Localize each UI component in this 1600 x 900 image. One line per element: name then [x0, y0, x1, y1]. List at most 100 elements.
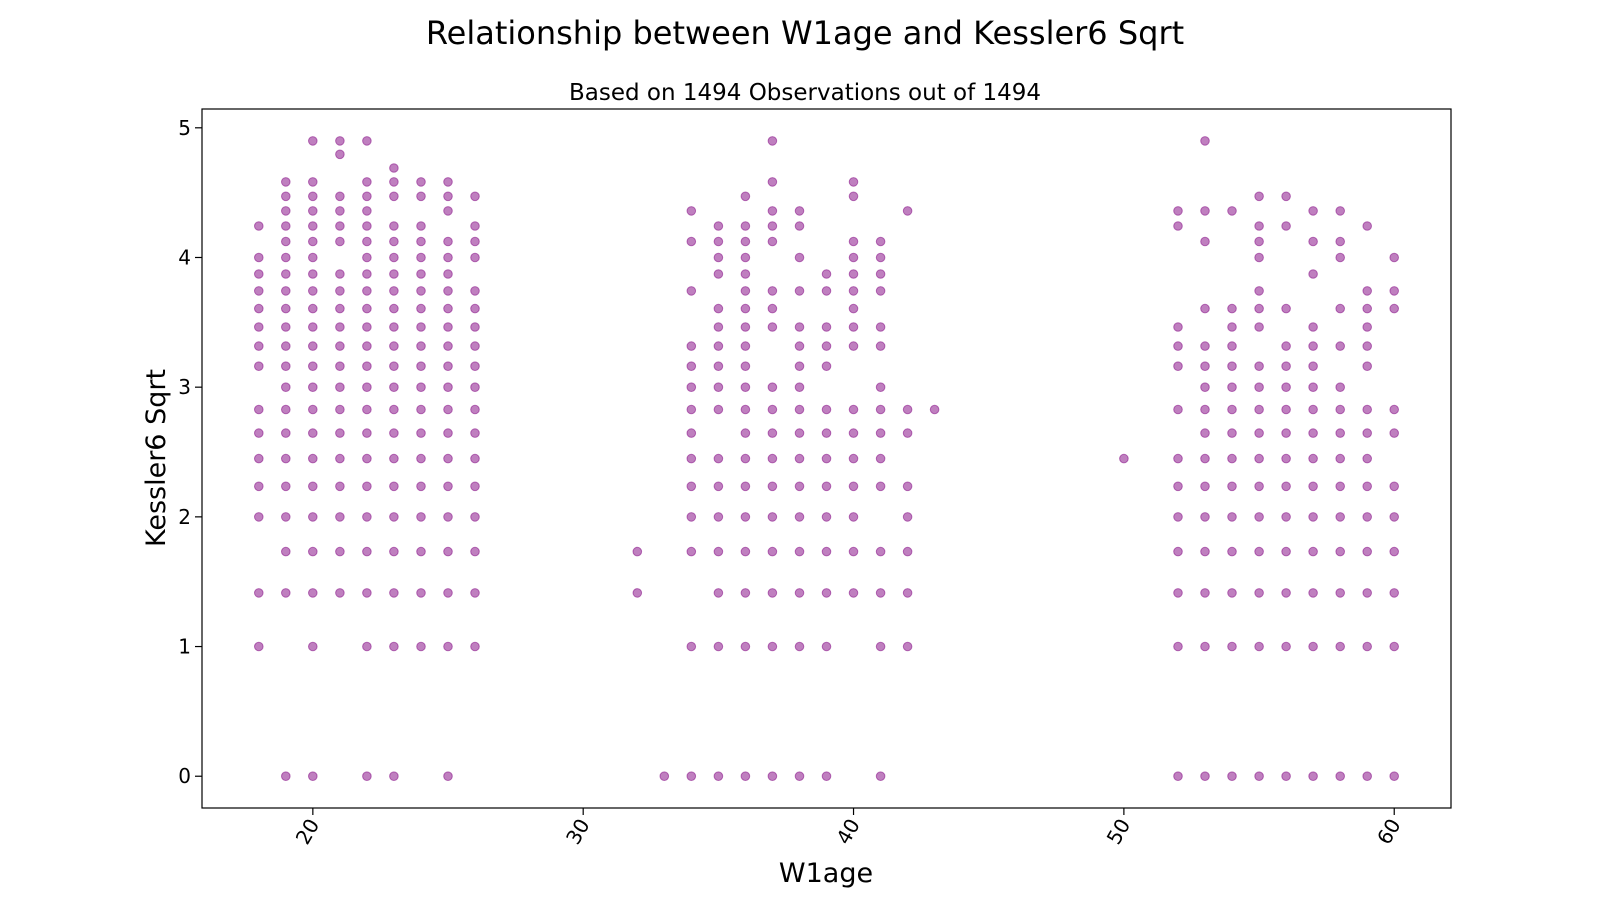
data-point	[1200, 453, 1210, 464]
data-point	[470, 404, 480, 415]
data-point	[767, 303, 778, 314]
data-point	[389, 303, 399, 314]
data-point	[686, 286, 697, 296]
data-point	[1362, 341, 1372, 351]
data-point	[794, 206, 805, 216]
data-point	[713, 588, 724, 598]
data-point	[1254, 382, 1264, 393]
data-point	[767, 236, 778, 247]
data-point	[848, 546, 859, 557]
data-point	[1362, 771, 1372, 782]
data-point	[1362, 322, 1372, 332]
data-point	[713, 481, 724, 492]
data-point	[794, 546, 805, 557]
data-point	[362, 641, 372, 652]
data-point	[713, 322, 724, 332]
data-point	[794, 453, 805, 464]
data-point	[740, 453, 751, 464]
data-point	[1308, 481, 1318, 492]
data-point	[686, 546, 697, 557]
data-point	[362, 221, 372, 231]
data-point	[470, 453, 480, 464]
data-point	[389, 481, 399, 492]
data-point	[470, 252, 480, 263]
data-point	[740, 252, 751, 263]
data-point	[1227, 588, 1237, 598]
data-point	[767, 771, 778, 782]
data-point	[1227, 303, 1237, 314]
data-point	[1362, 588, 1372, 598]
data-point	[1308, 512, 1318, 522]
chart-title: Relationship between W1age and Kessler6 …	[426, 14, 1184, 52]
data-point	[335, 428, 345, 438]
x-axis-ticks: 20 30 40 50 60	[291, 808, 1406, 849]
data-point	[686, 641, 697, 652]
data-point	[335, 136, 345, 146]
data-point	[1254, 588, 1264, 598]
data-point	[713, 771, 724, 782]
data-point	[470, 303, 480, 314]
y-tick-label: 3	[178, 375, 191, 399]
data-point	[281, 236, 291, 247]
data-point	[1308, 341, 1318, 351]
data-point	[902, 641, 913, 652]
data-point	[1254, 512, 1264, 522]
data-point	[281, 588, 291, 598]
data-point	[416, 382, 426, 393]
data-point	[1335, 546, 1345, 557]
data-point	[362, 428, 372, 438]
data-point	[713, 252, 724, 263]
data-point	[389, 771, 399, 782]
data-point	[1200, 546, 1210, 557]
data-point	[821, 453, 832, 464]
data-point	[686, 428, 697, 438]
data-point	[253, 303, 264, 314]
data-point	[416, 236, 426, 247]
data-point	[1362, 481, 1372, 492]
data-point	[470, 382, 480, 393]
data-point	[740, 512, 751, 522]
data-point	[308, 404, 318, 415]
data-point	[1281, 361, 1291, 372]
data-point	[362, 177, 372, 187]
y-tick-label: 0	[178, 764, 191, 788]
data-point	[389, 512, 399, 522]
data-point	[794, 322, 805, 332]
data-point	[1335, 481, 1345, 492]
data-point	[253, 428, 264, 438]
plot-frame	[201, 108, 1452, 809]
data-point	[875, 341, 886, 351]
data-point	[416, 221, 426, 231]
data-point	[362, 404, 372, 415]
data-point	[821, 361, 832, 372]
data-points	[253, 136, 1399, 782]
data-point	[902, 404, 913, 415]
x-tick-label: 60	[1372, 815, 1406, 849]
data-point	[281, 221, 291, 231]
data-point	[1200, 303, 1210, 314]
data-point	[1227, 428, 1237, 438]
data-point	[1200, 771, 1210, 782]
data-point	[713, 236, 724, 247]
data-point	[1308, 269, 1318, 279]
data-point	[1362, 453, 1372, 464]
data-point	[281, 512, 291, 522]
data-point	[1173, 341, 1183, 351]
data-point	[1362, 361, 1372, 372]
data-point	[443, 546, 453, 557]
data-point	[740, 588, 751, 598]
data-point	[308, 269, 318, 279]
data-point	[253, 588, 264, 598]
x-tick-label: 20	[291, 815, 325, 849]
x-tick-label: 30	[561, 815, 595, 849]
data-point	[1281, 771, 1291, 782]
data-point	[1389, 428, 1399, 438]
data-point	[1389, 404, 1399, 415]
data-point	[308, 252, 318, 263]
data-point	[389, 453, 399, 464]
data-point	[1308, 404, 1318, 415]
data-point	[767, 453, 778, 464]
y-axis-ticks: 0 1 2 3 4 5	[178, 116, 202, 788]
data-point	[1308, 428, 1318, 438]
data-point	[794, 286, 805, 296]
